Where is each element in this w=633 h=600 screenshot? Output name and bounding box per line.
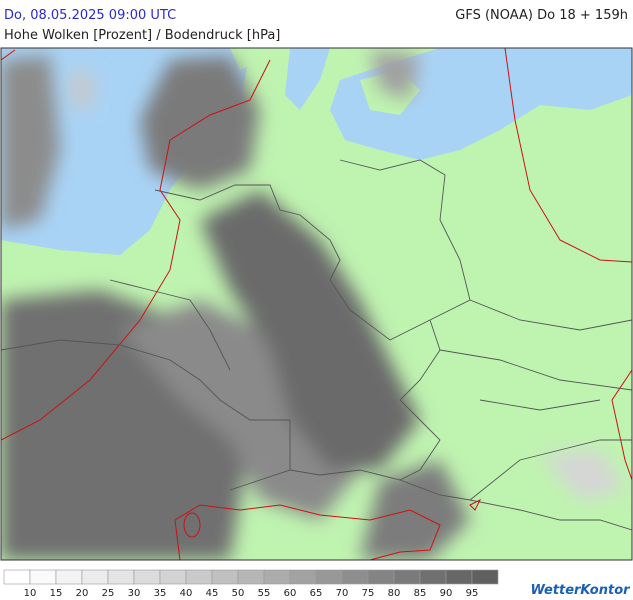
brand-logo: WetterKontor <box>530 583 631 598</box>
legend-label: 75 <box>362 588 375 599</box>
model-run: GFS (NOAA) Do 18 + 159h <box>455 8 628 23</box>
legend-swatch <box>185 569 213 585</box>
legend-label: 25 <box>102 588 115 599</box>
legend-swatch <box>237 569 265 585</box>
datetime: Do, 08.05.2025 09:00 UTC <box>4 8 176 23</box>
legend-label: 45 <box>206 588 219 599</box>
legend-label: 85 <box>414 588 427 599</box>
map-frame <box>0 47 633 561</box>
legend-swatch <box>107 569 135 585</box>
legend-label: 60 <box>284 588 297 599</box>
legend-swatch <box>445 569 473 585</box>
legend-swatch <box>81 569 109 585</box>
legend-swatch <box>419 569 447 585</box>
legend-label: 95 <box>466 588 479 599</box>
legend-swatch <box>341 569 369 585</box>
legend-label: 15 <box>50 588 63 599</box>
legend-swatch <box>263 569 291 585</box>
legend-swatch <box>159 569 187 585</box>
legend-swatch <box>289 569 317 585</box>
legend-label: 10 <box>24 588 37 599</box>
legend-swatch <box>367 569 395 585</box>
legend-label: 30 <box>128 588 141 599</box>
legend-label: 40 <box>180 588 193 599</box>
legend-label: 90 <box>440 588 453 599</box>
map <box>1 48 632 560</box>
cloud-cover <box>1 50 625 560</box>
legend-swatch <box>393 569 421 585</box>
legend: 10 15 20 25 30 35 40 45 50 55 60 65 70 75 80 85 90 95 <box>3 569 499 599</box>
legend-label: 80 <box>388 588 401 599</box>
land <box>230 48 260 70</box>
map-title: Hohe Wolken [Prozent] / Bodendruck [hPa] <box>4 28 280 43</box>
legend-label: 35 <box>154 588 167 599</box>
legend-label: 55 <box>258 588 271 599</box>
legend-swatch <box>3 569 31 585</box>
legend-swatch <box>471 569 499 585</box>
legend-swatch <box>211 569 239 585</box>
sea <box>285 48 330 110</box>
legend-swatch <box>133 569 161 585</box>
legend-swatch <box>315 569 343 585</box>
legend-swatch <box>29 569 57 585</box>
borders <box>1 159 632 531</box>
legend-swatch <box>55 569 83 585</box>
legend-label: 70 <box>336 588 349 599</box>
legend-label: 20 <box>76 588 89 599</box>
legend-label: 65 <box>310 588 323 599</box>
legend-label: 50 <box>232 588 245 599</box>
isobars <box>1 48 632 560</box>
